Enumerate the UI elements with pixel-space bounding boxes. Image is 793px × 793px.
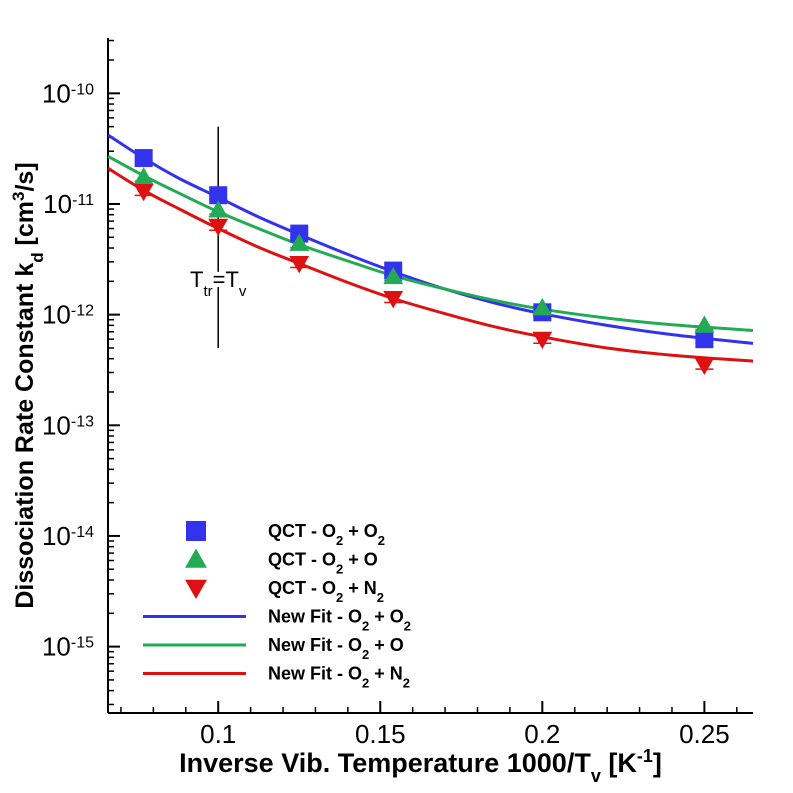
data-point-qct_o2n2 [383,291,404,309]
annotation-label: Ttr=Tv [190,267,247,300]
legend-label-fit_o2o2: New Fit - O2 + O2 [268,607,411,634]
x-tick-label: 0.15 [355,719,406,749]
data-point-qct_o2n2 [532,331,553,350]
data-point-qct_o2o2 [134,149,153,168]
x-tick-label: 0.1 [200,719,236,749]
data-point-qct_o2n2 [694,357,715,375]
y-tick-label: 10-14 [42,521,94,551]
y-tick-label: 10-15 [42,632,94,662]
data-point-qct_o2o [532,298,553,316]
data-point-qct_o2o [289,233,310,251]
legend-label-qct_o2n2: QCT - O2 + N2 [268,578,384,605]
legend-marker-qct_o2o [185,548,207,568]
y-tick-label: 10-13 [42,410,94,440]
legend-label-qct_o2o: QCT - O2 + O [268,550,378,577]
data-point-qct_o2o2 [209,186,228,205]
legend-label-fit_o2n2: New Fit - O2 + N2 [268,664,410,691]
data-point-qct_o2o2 [695,330,714,349]
data-point-qct_o2n2 [289,256,310,274]
x-axis-title: Inverse Vib. Temperature 1000/Tv [K-1] [179,746,662,786]
y-tick-label: 10-12 [42,300,94,330]
data-point-qct_o2o [133,167,154,185]
fit-line-fit_o2o2 [108,133,753,345]
legend-label-qct_o2o2: QCT - O2 + O2 [268,521,385,548]
data-point-qct_o2n2 [208,218,229,237]
legend-label-fit_o2o: New Fit - O2 + O [268,635,404,662]
fit-line-fit_o2n2 [108,167,753,363]
data-point-qct_o2o [694,315,715,333]
y-tick-label: 10-10 [42,78,94,108]
legend-marker-qct_o2n2 [185,579,207,599]
legend-marker-qct_o2o2 [186,521,206,541]
x-tick-label: 0.2 [524,719,560,749]
data-point-qct_o2o [383,266,404,285]
fit-line-fit_o2o [108,154,753,332]
x-tick-label: 0.25 [679,719,730,749]
y-tick-label: 10-11 [43,189,94,219]
y-axis-title: Dissociation Rate Constant kd [cm3/s] [9,162,47,608]
data-point-qct_o2o [208,200,229,218]
data-point-qct_o2n2 [133,183,154,202]
